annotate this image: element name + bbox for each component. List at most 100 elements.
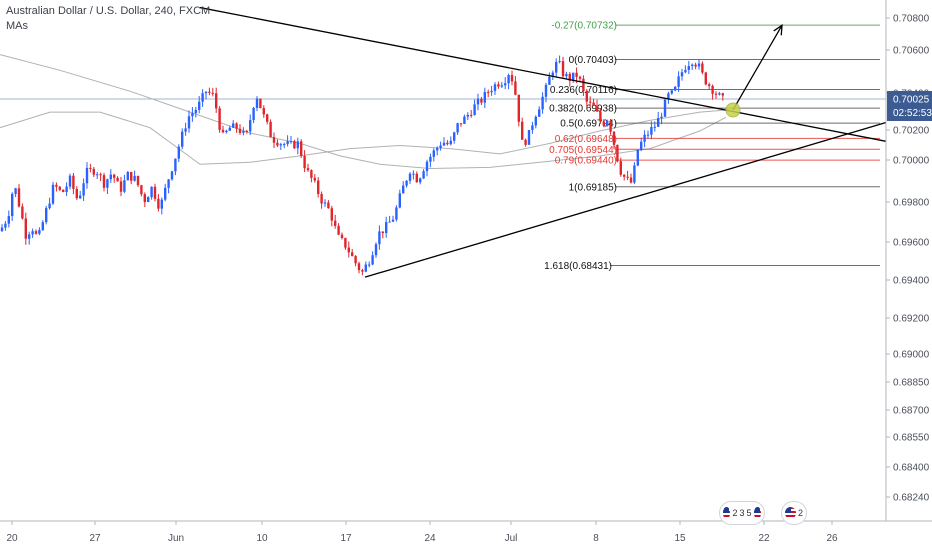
ascending-support-trendline[interactable] [364, 121, 887, 278]
y-tick-label: 0.69200 [893, 314, 930, 325]
event-count-b: 3 [739, 508, 745, 518]
candle-body [510, 75, 514, 82]
x-tick-label: 24 [424, 533, 436, 544]
candle [92, 166, 95, 177]
candle-body [92, 168, 95, 175]
touch-point-marker[interactable] [725, 102, 741, 118]
candle [412, 170, 415, 180]
candle-body [266, 114, 269, 122]
candle [555, 58, 558, 78]
us-flag-icon [785, 507, 796, 519]
x-tick-label: 10 [256, 533, 268, 544]
candle-body [504, 83, 507, 86]
projection-arrow-line[interactable] [732, 24, 783, 111]
candle [388, 215, 391, 223]
fib-level-label: 1.618(0.68431) [544, 261, 612, 272]
candle [11, 192, 14, 221]
candle [337, 223, 340, 236]
candle-body [45, 208, 48, 223]
candle [721, 92, 724, 101]
event-badge-1[interactable]: 2 3 5 [719, 501, 765, 525]
candle-body [718, 93, 721, 95]
candle [432, 148, 435, 162]
candle [218, 106, 221, 133]
fib-level-label: -0.27(0.70732) [551, 21, 617, 32]
candle [381, 231, 384, 239]
candle-body [653, 126, 656, 128]
x-axis-panel [0, 522, 932, 550]
candle [561, 56, 565, 79]
candle-body [629, 177, 633, 183]
candle [691, 63, 694, 70]
candle-body [415, 173, 418, 183]
y-tick-label: 0.68700 [893, 406, 930, 417]
candle [201, 89, 204, 107]
candle-body [493, 84, 497, 91]
candle-body [106, 179, 109, 188]
candle-body [565, 73, 568, 77]
candle [378, 225, 381, 250]
y-axis[interactable]: 0.708000.706000.704000.702000.700000.698… [885, 0, 932, 521]
indicator-label[interactable]: MAs [6, 20, 28, 32]
event-badge-2[interactable]: 2 [781, 501, 807, 525]
candle-body [701, 63, 704, 73]
candle [521, 117, 524, 140]
candle-body [568, 73, 571, 81]
symbol-title[interactable]: Australian Dollar / U.S. Dollar, 240, FX… [6, 5, 211, 17]
candle [466, 112, 469, 121]
candle-body [449, 140, 452, 145]
candle-body [167, 179, 170, 188]
candle [72, 172, 75, 195]
candle-body [572, 72, 575, 81]
candle-body [674, 86, 677, 91]
y-tick-label: 0.70800 [893, 14, 930, 25]
candle [602, 119, 605, 128]
candle-body [470, 114, 473, 116]
candle [320, 191, 323, 209]
fibonacci-levels[interactable]: -0.27(0.70732)0(0.70403)0.236(0.70116)0.… [544, 21, 880, 272]
candle-body [378, 231, 381, 245]
candle-body [388, 221, 391, 223]
candle-body [259, 98, 262, 109]
candle-body [323, 202, 327, 204]
candle [463, 114, 466, 125]
candle [313, 174, 316, 183]
descending-resistance-trendline[interactable] [199, 6, 887, 142]
candle [235, 122, 238, 133]
candle-body [623, 174, 626, 177]
y-tick-label: 0.69800 [893, 198, 930, 209]
candle-body [446, 142, 449, 145]
candle [208, 87, 211, 96]
x-tick-label: 22 [758, 533, 770, 544]
candle-body [119, 181, 123, 192]
candle [361, 268, 364, 276]
candle-body [249, 120, 252, 132]
x-tick-label: Jun [168, 533, 184, 544]
candle-body [344, 237, 347, 248]
candle [109, 169, 112, 183]
candle [221, 125, 225, 134]
x-axis[interactable]: 20 27 Jun 10 17 24 Jul 8 15 22 26 [0, 520, 932, 550]
trendlines[interactable] [199, 6, 887, 278]
candle [194, 106, 197, 118]
candle [541, 92, 544, 114]
candle-body [337, 225, 340, 235]
candle [123, 174, 126, 194]
candle [327, 200, 330, 209]
candle-body [555, 61, 558, 73]
candle-body [351, 252, 354, 257]
candle [286, 135, 289, 147]
candle-body [667, 93, 670, 100]
arrowhead-icon [773, 24, 783, 36]
candle-body [609, 120, 612, 132]
candle-body [548, 76, 551, 85]
candle-body [694, 64, 697, 67]
candle [442, 137, 446, 147]
candle [211, 87, 214, 97]
candle-body [589, 101, 592, 103]
y-axis-panel [887, 0, 932, 521]
candle [225, 129, 228, 134]
candle-body [436, 147, 439, 151]
